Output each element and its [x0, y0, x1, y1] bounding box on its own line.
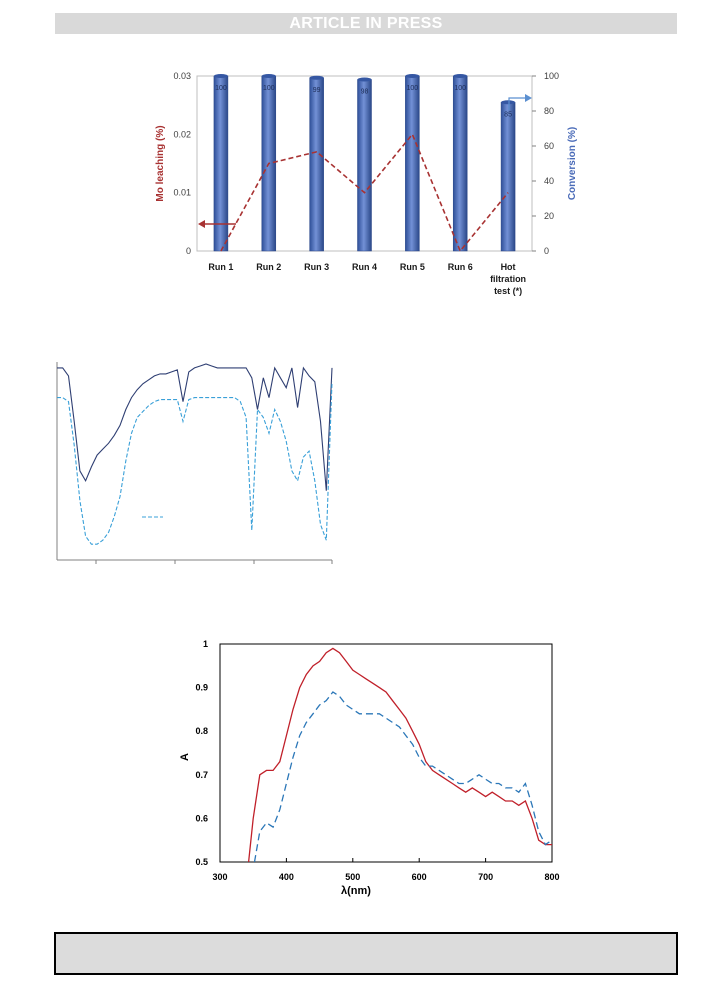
- right-tick-label: 100: [544, 71, 559, 81]
- right-tick-label: 20: [544, 211, 554, 221]
- series-group: [247, 647, 552, 862]
- bar-value-label: 100: [454, 85, 466, 92]
- y-tick-label: 0.8: [195, 726, 208, 736]
- left-tick-label: 0: [186, 246, 191, 256]
- bar-cap: [261, 74, 276, 78]
- y-tick-label: 0.9: [195, 683, 208, 693]
- x-tick-label: 400: [279, 872, 294, 882]
- category-label: filtration: [490, 274, 526, 284]
- spectrum-dashed-line: [57, 381, 333, 545]
- category-label: Run 5: [400, 262, 425, 272]
- category-label: Hot: [501, 262, 516, 272]
- bar-value-label: 98: [361, 89, 369, 96]
- category-label: Run 6: [448, 262, 473, 272]
- right-axis-arrow: [508, 97, 527, 110]
- y-tick-label: 1: [203, 639, 208, 649]
- absorbance-red-line: [247, 647, 552, 862]
- left-tick-label: 0.03: [173, 71, 191, 81]
- plot-frame: [219, 643, 553, 863]
- bar-cap: [213, 74, 228, 78]
- left-tick-label: 0.02: [173, 129, 191, 139]
- bar-cap: [309, 75, 324, 80]
- category-label: Run 1: [208, 262, 233, 272]
- category-label: Run 3: [304, 262, 329, 272]
- y-tick-label: 0.7: [195, 770, 208, 780]
- category-label: test (*): [494, 286, 522, 296]
- right-tick-label: 80: [544, 106, 554, 116]
- category-label: Run 2: [256, 262, 281, 272]
- bar-value-label: 85: [504, 111, 512, 118]
- bar-cap: [501, 100, 516, 105]
- left-axis-label: Mo leaching (%): [155, 125, 166, 201]
- spectrum-solid-line: [57, 363, 333, 491]
- category-label: Run 4: [352, 262, 377, 272]
- y-tick-label: 0.6: [195, 813, 208, 823]
- right-tick-label: 40: [544, 176, 554, 186]
- bar-cap: [357, 77, 372, 82]
- bar-cap: [453, 74, 468, 78]
- bar-value-label: 100: [263, 85, 275, 92]
- x-tick-label: 700: [478, 872, 493, 882]
- footer-box: [54, 932, 678, 975]
- bar-value-label: 100: [407, 85, 419, 92]
- y-axis-label: A: [179, 753, 191, 761]
- left-tick-label: 0.01: [173, 188, 191, 198]
- right-tick-label: 0: [544, 246, 549, 256]
- x-tick-label: 500: [345, 872, 360, 882]
- bar-value-label: 100: [215, 85, 227, 92]
- x-axis-label: λ(nm): [341, 885, 371, 897]
- x-tick-label: 300: [212, 872, 227, 882]
- y-tick-label: 0.5: [195, 857, 208, 867]
- x-tick-label: 600: [412, 872, 427, 882]
- x-tick-label: 800: [544, 872, 559, 882]
- right-tick-label: 60: [544, 141, 554, 151]
- article-in-press-banner: ARTICLE IN PRESS: [55, 13, 677, 34]
- right-axis-arrowhead: [525, 94, 532, 102]
- right-axis-label: Conversion (%): [567, 127, 578, 200]
- absorbance-blue-line: [253, 691, 552, 862]
- left-axis-arrowhead: [198, 220, 205, 228]
- bar-cap: [405, 74, 420, 78]
- bar-value-label: 99: [313, 87, 321, 94]
- mo-leaching-line: [220, 132, 509, 253]
